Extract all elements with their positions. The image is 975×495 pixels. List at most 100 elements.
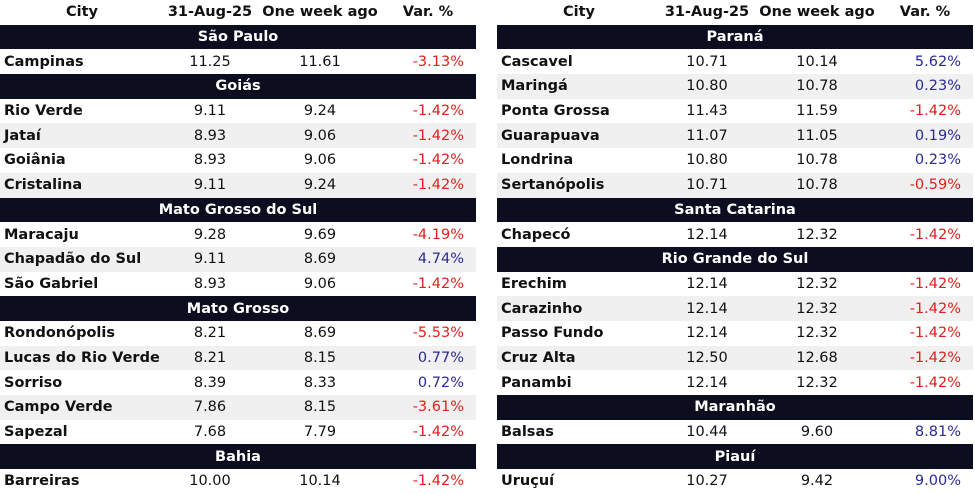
variation-percent: -1.42% <box>909 275 961 292</box>
price-current: 10.71 <box>686 177 728 194</box>
table-row: Campo Verde 7.86 8.15 -3.61% <box>0 395 476 420</box>
table-row: Lucas do Rio Verde 8.21 8.15 0.77% <box>0 345 476 371</box>
price-week-ago: 9.06 <box>303 275 337 292</box>
price-week-ago: 10.78 <box>796 152 838 169</box>
table-row: Sorriso 8.39 8.33 0.72% <box>0 370 476 395</box>
city-name: Barreiras <box>4 473 80 490</box>
variation-percent: -1.42% <box>412 424 464 441</box>
table-row: Rondonópolis 8.21 8.69 -5.53% <box>0 321 476 346</box>
price-week-ago: 12.32 <box>796 374 838 391</box>
city-name: Sorriso <box>4 374 63 391</box>
table-row: Campinas 11.25 11.61 -3.13% <box>0 49 476 74</box>
price-week-ago: 8.15 <box>303 349 337 366</box>
variation-percent: 8.81% <box>914 424 961 441</box>
state-group-header: Maranhão <box>497 395 973 420</box>
table-row: Passo Fundo 12.14 12.32 -1.42% <box>497 321 973 346</box>
city-name: Uruçuí <box>501 473 555 490</box>
price-current: 9.11 <box>193 251 227 268</box>
price-week-ago: 8.69 <box>303 251 337 268</box>
variation-percent: 4.74% <box>417 251 464 268</box>
price-current: 10.80 <box>686 78 728 95</box>
price-current: 12.14 <box>686 300 728 317</box>
table-row: Sertanópolis 10.71 10.78 -0.59% <box>497 172 973 198</box>
price-current: 8.21 <box>193 349 227 366</box>
price-current: 8.93 <box>193 152 227 169</box>
table-row: Chapecó 12.14 12.32 -1.42% <box>497 222 973 247</box>
price-week-ago: 9.60 <box>800 424 834 441</box>
price-week-ago: 12.32 <box>796 300 838 317</box>
variation-percent: -1.42% <box>412 103 464 120</box>
table-row: Chapadão do Sul 9.11 8.69 4.74% <box>0 246 476 272</box>
city-name: Rio Verde <box>4 103 83 120</box>
variation-percent: 9.00% <box>914 473 961 490</box>
price-week-ago: 12.32 <box>796 325 838 342</box>
city-name: Lucas do Rio Verde <box>4 349 160 366</box>
header-date: 31-Aug-25 <box>664 4 750 21</box>
table-row: Panambi 12.14 12.32 -1.42% <box>497 370 973 395</box>
city-name: Maringá <box>501 78 568 95</box>
state-group-header: Rio Grande do Sul <box>497 246 973 272</box>
price-current: 10.00 <box>189 473 231 490</box>
price-current: 12.14 <box>686 226 728 243</box>
variation-percent: -1.42% <box>412 127 464 144</box>
table-row: Ponta Grossa 11.43 11.59 -1.42% <box>497 99 973 124</box>
column-header-row: City 31-Aug-25 One week ago Var. % <box>0 0 476 25</box>
city-name: Cascavel <box>501 53 573 70</box>
variation-percent: -4.19% <box>412 226 464 243</box>
state-group-header: Santa Catarina <box>497 197 973 223</box>
table-row: Guarapuava 11.07 11.05 0.19% <box>497 123 973 149</box>
price-current: 7.86 <box>193 399 227 416</box>
header-var: Var. % <box>402 4 454 21</box>
table-row: Uruçuí 10.27 9.42 9.00% <box>497 469 973 494</box>
city-name: Cruz Alta <box>501 349 576 366</box>
price-week-ago: 8.69 <box>303 325 337 342</box>
price-current: 9.28 <box>193 226 227 243</box>
price-current: 12.14 <box>686 275 728 292</box>
price-current: 11.07 <box>686 127 728 144</box>
city-name: Chapecó <box>501 226 571 243</box>
variation-percent: -3.13% <box>412 53 464 70</box>
city-name: Rondonópolis <box>4 325 115 342</box>
header-week-ago: One week ago <box>759 4 875 21</box>
city-name: São Gabriel <box>4 275 99 292</box>
price-week-ago: 10.78 <box>796 177 838 194</box>
variation-percent: -1.42% <box>412 473 464 490</box>
variation-percent: -1.42% <box>412 152 464 169</box>
table-row: Cristalina 9.11 9.24 -1.42% <box>0 172 476 198</box>
price-current: 10.27 <box>686 473 728 490</box>
table-row: Carazinho 12.14 12.32 -1.42% <box>497 296 973 321</box>
city-name: Erechim <box>501 275 567 292</box>
price-current: 7.68 <box>193 424 227 441</box>
price-current: 8.21 <box>193 325 227 342</box>
variation-percent: -1.42% <box>909 226 961 243</box>
price-week-ago: 11.61 <box>299 53 341 70</box>
table-row: Cascavel 10.71 10.14 5.62% <box>497 49 973 74</box>
price-week-ago: 9.06 <box>303 152 337 169</box>
variation-percent: 5.62% <box>914 53 961 70</box>
state-group-header: Piauí <box>497 444 973 470</box>
table-row: Maracaju 9.28 9.69 -4.19% <box>0 222 476 247</box>
price-week-ago: 10.78 <box>796 78 838 95</box>
price-current: 9.11 <box>193 103 227 120</box>
table-row: Rio Verde 9.11 9.24 -1.42% <box>0 99 476 124</box>
variation-percent: 0.19% <box>914 127 961 144</box>
state-group-header: Mato Grosso do Sul <box>0 197 476 223</box>
table-row: Jataí 8.93 9.06 -1.42% <box>0 123 476 149</box>
city-name: Maracaju <box>4 226 79 243</box>
header-date: 31-Aug-25 <box>167 4 253 21</box>
header-week-ago: One week ago <box>262 4 378 21</box>
price-week-ago: 12.68 <box>796 349 838 366</box>
price-week-ago: 12.32 <box>796 275 838 292</box>
column-header-row: City 31-Aug-25 One week ago Var. % <box>497 0 973 25</box>
price-current: 12.14 <box>686 374 728 391</box>
state-group-header: Bahia <box>0 444 476 470</box>
city-name: Goiânia <box>4 152 66 169</box>
variation-percent: 0.72% <box>417 374 464 391</box>
state-group-header: São Paulo <box>0 24 476 50</box>
price-week-ago: 9.42 <box>800 473 834 490</box>
price-current: 10.44 <box>686 424 728 441</box>
table-row: São Gabriel 8.93 9.06 -1.42% <box>0 272 476 297</box>
header-city: City <box>66 4 98 21</box>
city-name: Sapezal <box>4 424 68 441</box>
city-name: Carazinho <box>501 300 583 317</box>
